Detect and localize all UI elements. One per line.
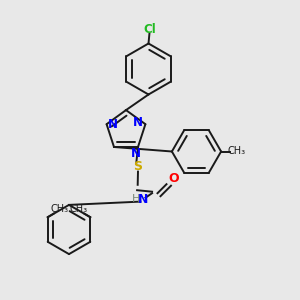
- Text: H: H: [132, 194, 141, 204]
- Text: N: N: [138, 193, 148, 206]
- Text: CH₃: CH₃: [50, 204, 68, 214]
- Text: CH₃: CH₃: [70, 204, 88, 214]
- Text: N: N: [108, 118, 118, 131]
- Text: Cl: Cl: [144, 22, 156, 36]
- Text: O: O: [168, 172, 179, 185]
- Text: CH₃: CH₃: [227, 146, 245, 157]
- Text: S: S: [134, 160, 142, 173]
- Text: N: N: [133, 116, 143, 129]
- Text: N: N: [130, 147, 141, 160]
